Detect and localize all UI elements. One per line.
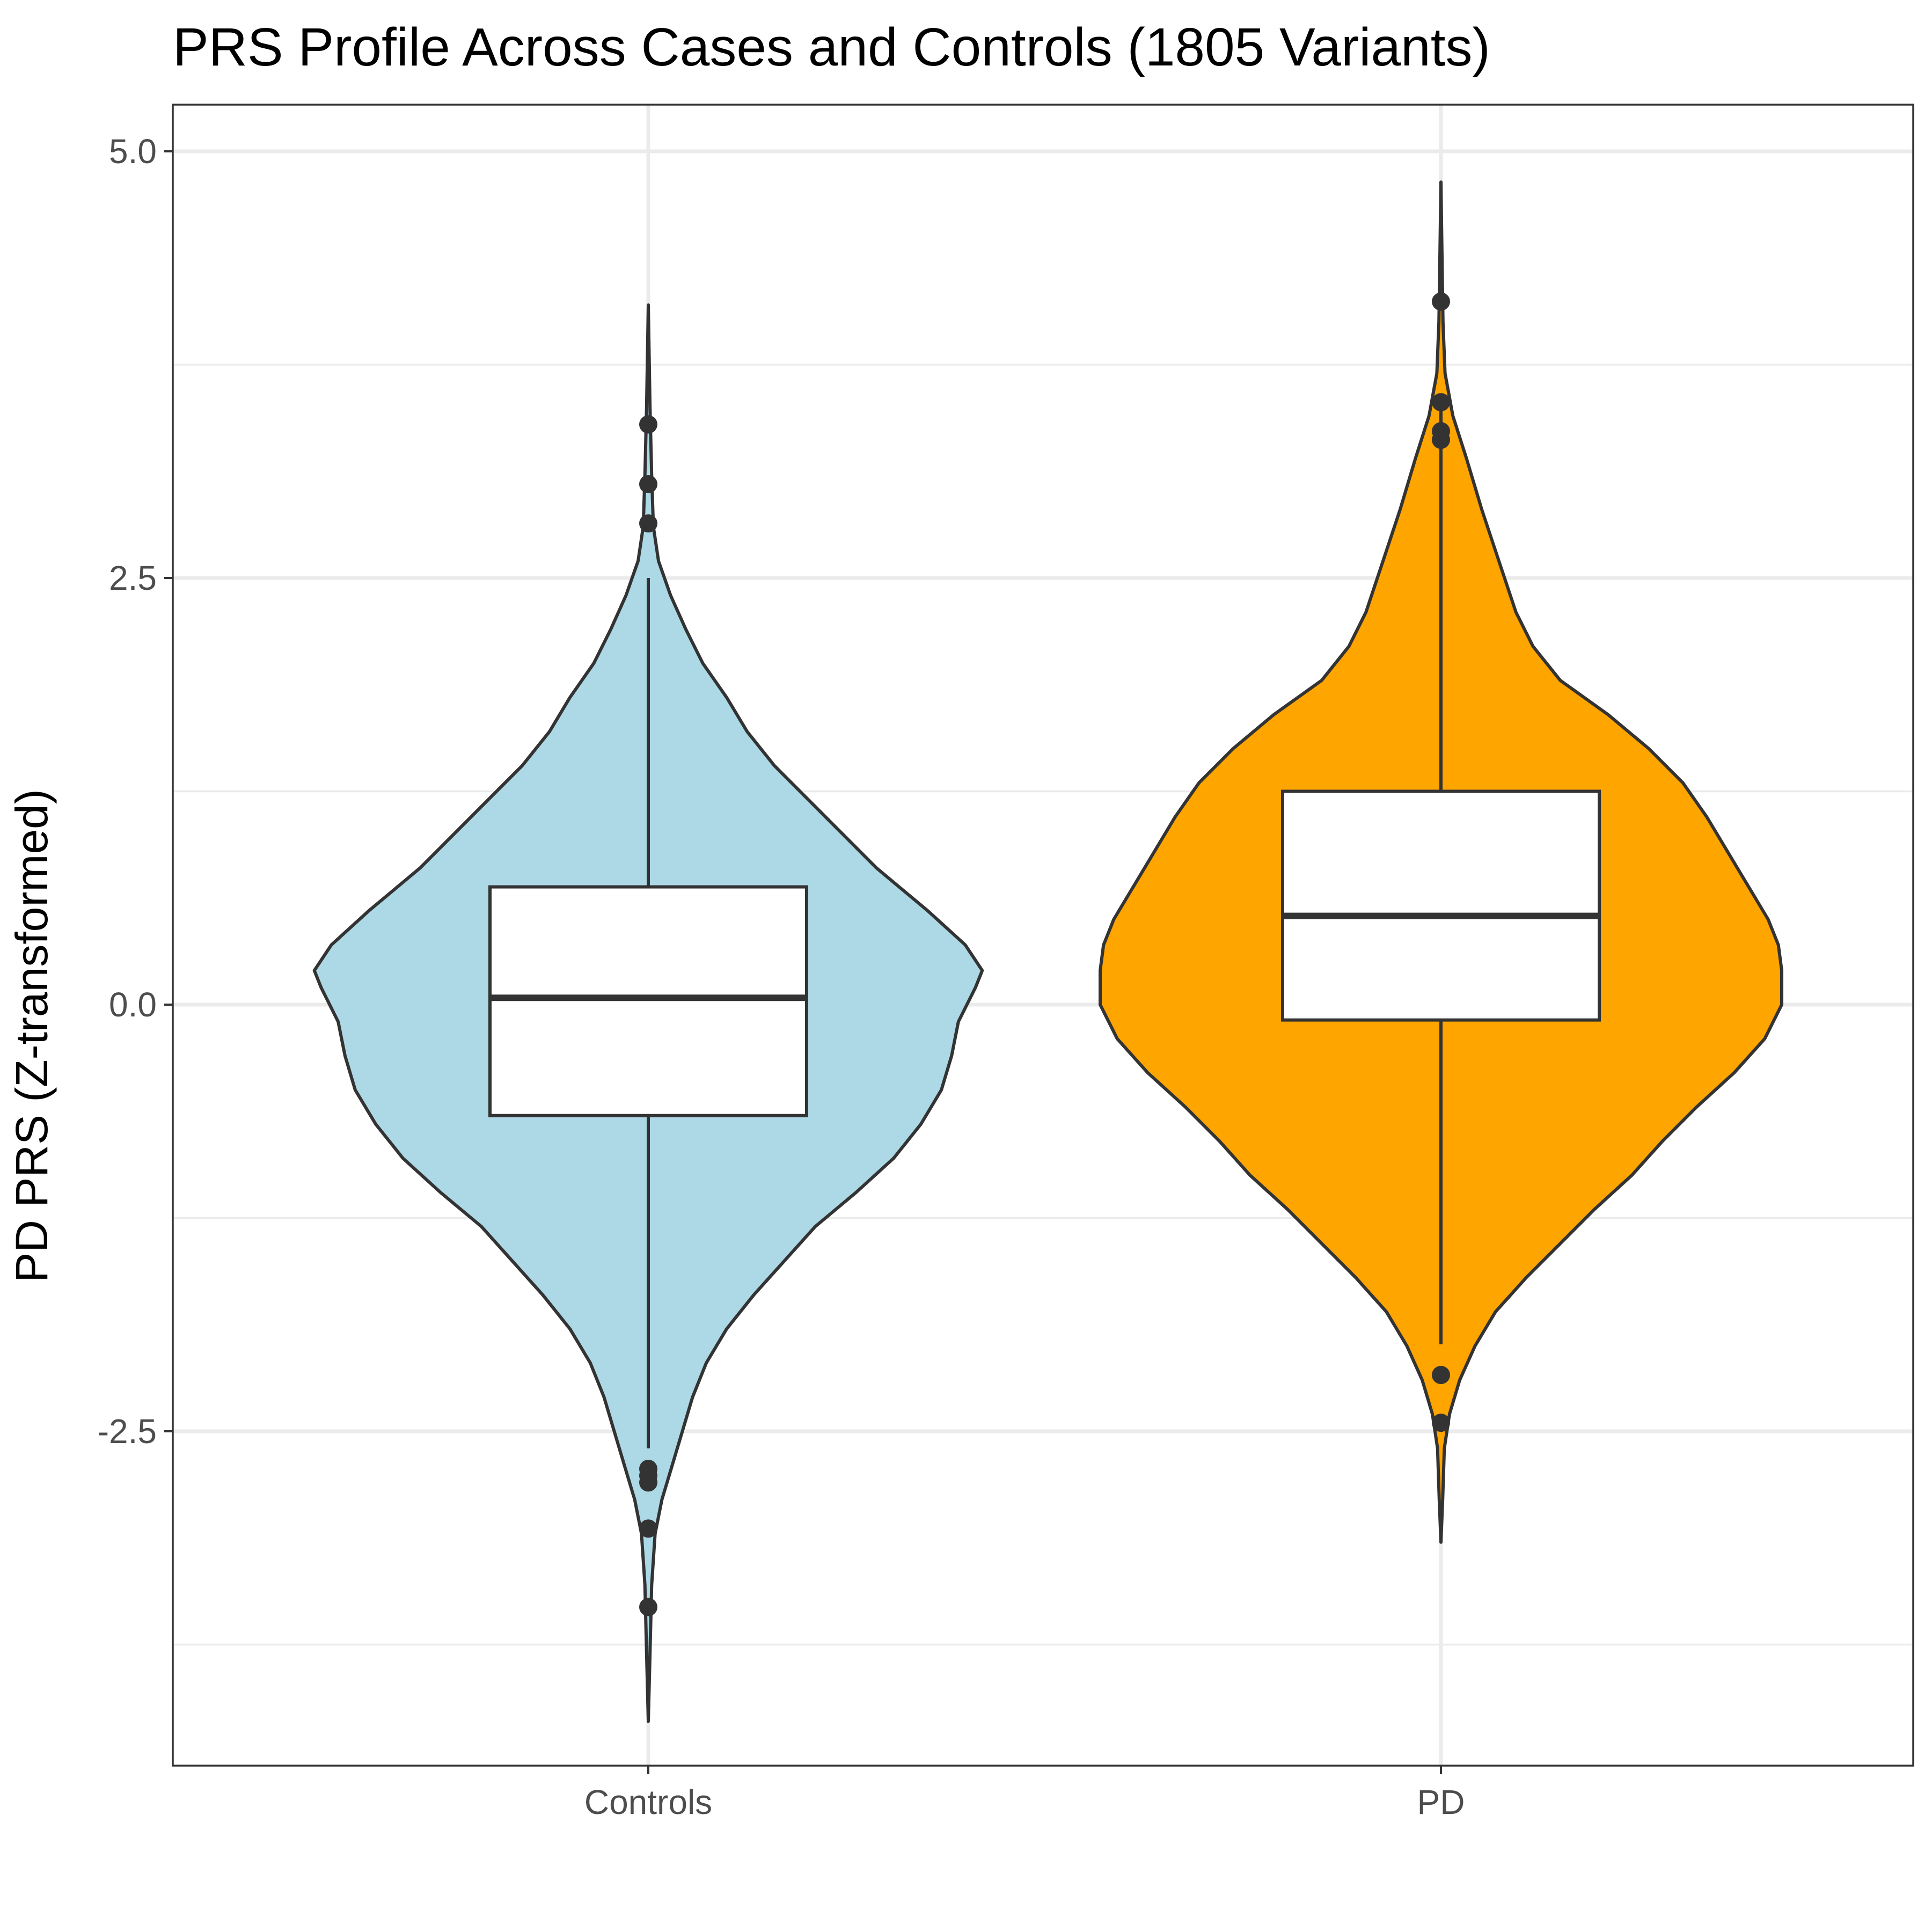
box-iqr (1281, 789, 1601, 1022)
axes: 5.0 2.5 0.0 -2.5 Controls PD (98, 132, 1465, 1821)
outlier-point (1432, 292, 1450, 311)
outlier-point (639, 1519, 657, 1538)
outlier-point (639, 514, 657, 533)
y-axis-label: PD PRS (Z-transformed) (6, 789, 57, 1283)
outlier-point (639, 475, 657, 494)
y-tick-label: 0.0 (109, 985, 157, 1024)
y-tick-label: 5.0 (109, 132, 157, 171)
panel-border (172, 104, 1914, 1767)
y-tick-label: 2.5 (109, 559, 157, 597)
plot-marks (312, 180, 1783, 1723)
y-tick-label: -2.5 (98, 1412, 157, 1451)
violin-group-controls (312, 303, 984, 1723)
box-iqr (488, 885, 808, 1117)
chart-title: PRS Profile Across Cases and Controls (1… (173, 17, 1490, 77)
violin-group-pd (1099, 180, 1783, 1544)
x-tick-label: Controls (584, 1783, 712, 1821)
outlier-point (1432, 1414, 1450, 1432)
outlier-point (1432, 430, 1450, 449)
outlier-point (1432, 1366, 1450, 1385)
outlier-point (1432, 393, 1450, 412)
x-tick-label: PD (1417, 1783, 1465, 1821)
outlier-point (639, 1598, 657, 1616)
outlier-point (639, 415, 657, 434)
outlier-point (639, 1473, 657, 1492)
